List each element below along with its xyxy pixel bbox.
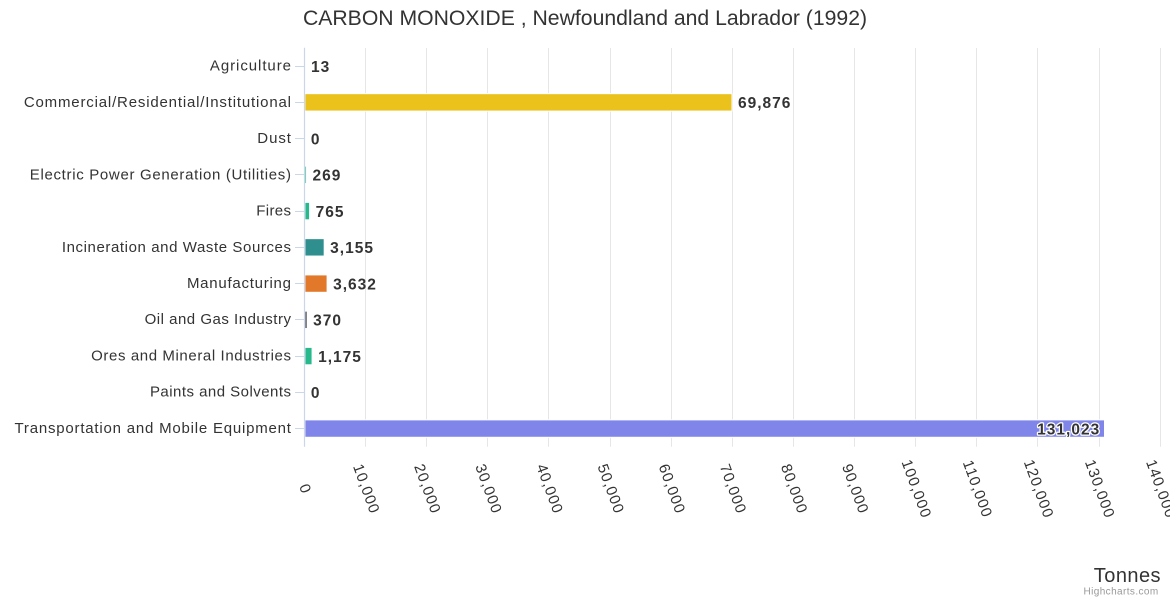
svg-text:269: 269 [313,168,342,185]
svg-text:Manufacturing: Manufacturing [187,275,292,292]
svg-text:CARBON MONOXIDE , Newfoundland: CARBON MONOXIDE , Newfoundland and Labra… [303,7,867,30]
svg-text:370: 370 [313,313,342,330]
svg-text:Highcharts.com: Highcharts.com [1084,587,1159,598]
svg-text:Incineration and Waste Sources: Incineration and Waste Sources [62,239,292,256]
svg-text:1,175: 1,175 [318,349,362,366]
svg-text:131,023: 131,023 [1037,421,1100,438]
svg-text:765: 765 [316,204,345,221]
svg-text:Electric Power Generation (Uti: Electric Power Generation (Utilities) [30,166,292,183]
svg-text:0: 0 [311,131,321,148]
svg-text:Transportation and Mobile Equi: Transportation and Mobile Equipment [15,420,292,437]
svg-text:69,876: 69,876 [738,95,791,112]
svg-text:0: 0 [311,385,321,402]
svg-text:Paints and Solvents: Paints and Solvents [150,384,292,401]
svg-text:3,155: 3,155 [330,240,374,257]
svg-text:Fires: Fires [256,203,291,220]
svg-text:13: 13 [311,59,330,76]
svg-text:Agriculture: Agriculture [210,58,292,75]
svg-text:Ores and Mineral Industries: Ores and Mineral Industries [91,347,291,364]
svg-text:Commercial/Residential/Institu: Commercial/Residential/Institutional [24,94,292,111]
svg-text:Tonnes: Tonnes [1094,565,1161,587]
svg-text:Dust: Dust [257,130,292,147]
svg-text:3,632: 3,632 [333,276,377,293]
svg-text:Oil and Gas Industry: Oil and Gas Industry [145,311,292,328]
